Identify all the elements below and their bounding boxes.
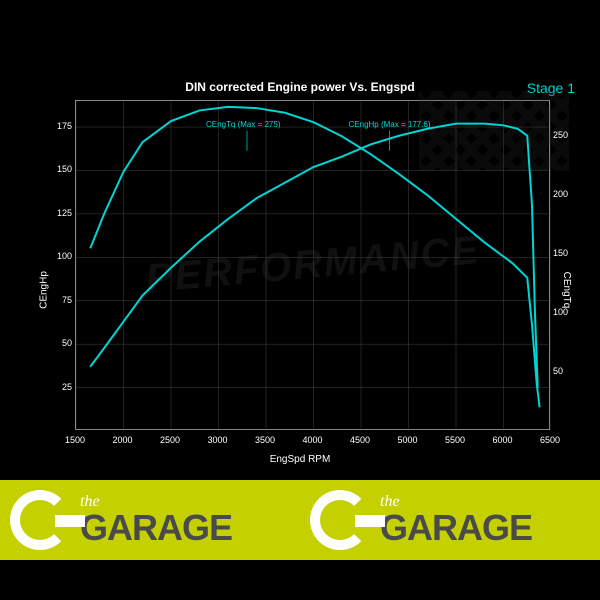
y-axis-right-label: CEngTq [561,272,572,309]
dyno-chart: DIN corrected Engine power Vs. Engspd St… [20,100,580,480]
y-tick-right: 200 [553,189,575,199]
wrench-icon [310,490,370,550]
x-tick: 4500 [350,435,370,445]
y-tick-right: 250 [553,130,575,140]
x-tick: 4000 [302,435,322,445]
x-tick: 3000 [207,435,227,445]
series-annotation: CEngTq (Max = 275) [206,120,280,129]
y-tick-left: 50 [50,338,72,348]
stage-label: Stage 1 [527,80,575,96]
x-tick: 6000 [492,435,512,445]
y-tick-left: 125 [50,208,72,218]
y-tick-left: 150 [50,164,72,174]
logo-bar: the GARAGE the GARAGE [0,480,600,560]
y-tick-right: 150 [553,248,575,258]
y-tick-left: 100 [50,251,72,261]
plot-area: PERFORMANCE [75,100,550,430]
x-tick: 3500 [255,435,275,445]
y-tick-left: 175 [50,121,72,131]
y-axis-left-label: CEngHp [38,271,49,309]
y-tick-left: 25 [50,382,72,392]
x-tick: 6500 [540,435,560,445]
chart-title: DIN corrected Engine power Vs. Engspd [20,80,580,94]
plot-svg [76,101,551,431]
x-axis-label: EngSpd RPM [270,454,331,465]
y-tick-right: 100 [553,307,575,317]
x-tick: 5000 [397,435,417,445]
wrench-icon [10,490,70,550]
x-tick: 5500 [445,435,465,445]
series-annotation: CEngHp (Max = 177.6) [349,120,431,129]
logo-garage: GARAGE [80,510,232,546]
logo-unit: the GARAGE [0,490,300,550]
y-tick-right: 50 [553,366,575,376]
logo-unit: the GARAGE [300,490,600,550]
y-tick-left: 75 [50,295,72,305]
x-tick: 2500 [160,435,180,445]
x-tick: 2000 [112,435,132,445]
logo-garage: GARAGE [380,510,532,546]
x-tick: 1500 [65,435,85,445]
